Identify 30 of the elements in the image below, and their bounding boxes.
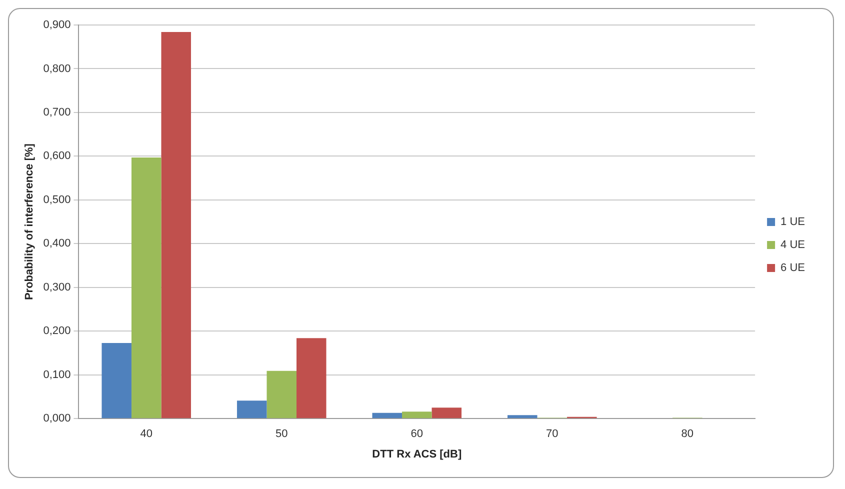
x-axis-title: DTT Rx ACS [dB] <box>372 448 462 460</box>
bar <box>161 32 191 418</box>
bar <box>296 338 326 418</box>
bar <box>266 370 296 418</box>
y-tick-label: 0,700 <box>43 106 71 118</box>
x-tick-label: 70 <box>546 428 558 440</box>
y-tick-label: 0,300 <box>43 281 71 294</box>
bar <box>131 158 162 418</box>
x-tick-label: 60 <box>410 428 424 440</box>
y-tick-label: 0,100 <box>43 368 71 381</box>
y-tick-label: 0,600 <box>43 150 71 162</box>
y-tick-label: 0,800 <box>43 62 71 75</box>
legend-label: 1 UE <box>780 216 806 228</box>
bar <box>372 412 402 418</box>
y-tick-label: 0,000 <box>43 412 71 425</box>
x-tick-label: 50 <box>275 428 288 440</box>
bar <box>402 412 432 418</box>
x-tick-label: 80 <box>681 428 694 440</box>
legend-label: 4 UE <box>780 239 806 252</box>
bar <box>236 400 267 418</box>
y-tick-label: 0,500 <box>43 194 71 206</box>
legend-label: 6 UE <box>780 262 806 274</box>
x-tick-label: 40 <box>140 428 152 440</box>
y-axis-title: Probability of interference [%] <box>24 143 36 300</box>
bar <box>102 342 132 418</box>
bar <box>432 408 462 418</box>
y-tick-label: 0,200 <box>43 325 71 338</box>
y-tick-label: 0,400 <box>43 238 71 250</box>
bar <box>508 415 538 418</box>
y-tick-label: 0,900 <box>43 19 71 32</box>
